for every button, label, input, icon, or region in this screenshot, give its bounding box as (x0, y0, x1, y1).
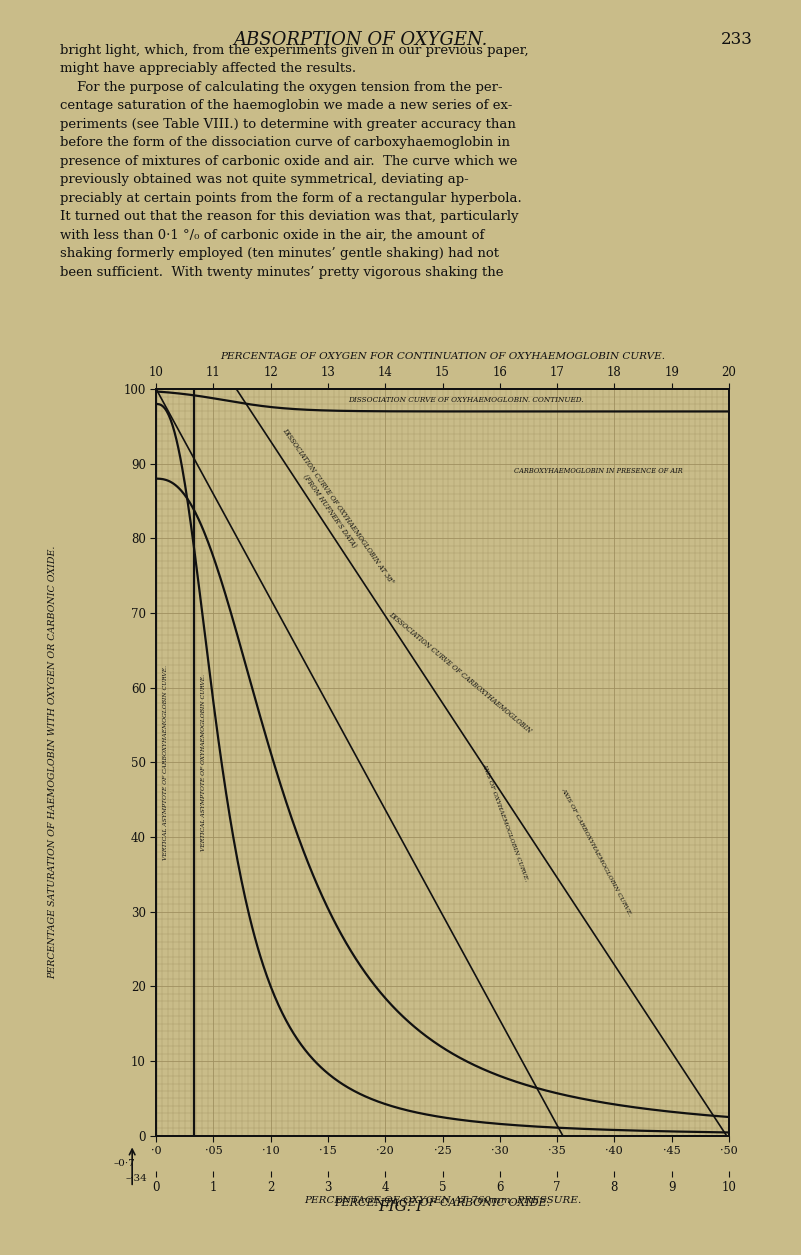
X-axis label: PERCENTAGE OF CARBONIC OXIDE.: PERCENTAGE OF CARBONIC OXIDE. (335, 1197, 550, 1207)
Text: CARBOXYHAEMOGLOBIN IN PRESENCE OF AIR: CARBOXYHAEMOGLOBIN IN PRESENCE OF AIR (514, 467, 683, 476)
Text: FIG. I: FIG. I (379, 1200, 422, 1215)
Text: VERTICAL ASYMPTOTE OF CARBOXYHAEMOGLOBIN CURVE.: VERTICAL ASYMPTOTE OF CARBOXYHAEMOGLOBIN… (163, 665, 168, 860)
Text: 233: 233 (721, 31, 753, 49)
Text: DISSOCIATION CURVE OF OXYHAEMOGLOBIN AT 38°
(FROM HUFNER'S DATA): DISSOCIATION CURVE OF OXYHAEMOGLOBIN AT … (272, 427, 395, 591)
Text: AXIS OF CARBOXYHAEMOGLOBIN CURVE.: AXIS OF CARBOXYHAEMOGLOBIN CURVE. (561, 787, 634, 917)
Text: DISSOCIATION CURVE OF CARBOXYHAEMOGLOBIN: DISSOCIATION CURVE OF CARBOXYHAEMOGLOBIN (387, 611, 533, 735)
X-axis label: PERCENTAGE OF OXYGEN AT 760mm. PRESSURE.: PERCENTAGE OF OXYGEN AT 760mm. PRESSURE. (304, 1196, 582, 1205)
Text: DISSOCIATION CURVE OF OXYHAEMOGLOBIN. CONTINUED.: DISSOCIATION CURVE OF OXYHAEMOGLOBIN. CO… (348, 397, 583, 404)
Text: –·34: –·34 (125, 1173, 147, 1183)
X-axis label: PERCENTAGE OF OXYGEN FOR CONTINUATION OF OXYHAEMOGLOBIN CURVE.: PERCENTAGE OF OXYGEN FOR CONTINUATION OF… (220, 351, 665, 360)
Text: ABSORPTION OF OXYGEN.: ABSORPTION OF OXYGEN. (233, 31, 488, 49)
Y-axis label: PERCENTAGE SATURATION OF HAEMOGLOBIN WITH OXYGEN OR CARBONIC OXIDE.: PERCENTAGE SATURATION OF HAEMOGLOBIN WIT… (48, 546, 57, 979)
Text: AXIS OF OXYHAEMOGLOBIN CURVE.: AXIS OF OXYHAEMOGLOBIN CURVE. (481, 762, 529, 882)
Text: –0·7: –0·7 (113, 1158, 135, 1168)
Text: VERTICAL ASYMPTOTE OF OXYHAEMOGLOBIN CURVE.: VERTICAL ASYMPTOTE OF OXYHAEMOGLOBIN CUR… (201, 674, 206, 851)
Text: bright light, which, from the experiments given in our previous paper,
might hav: bright light, which, from the experiment… (60, 44, 529, 279)
